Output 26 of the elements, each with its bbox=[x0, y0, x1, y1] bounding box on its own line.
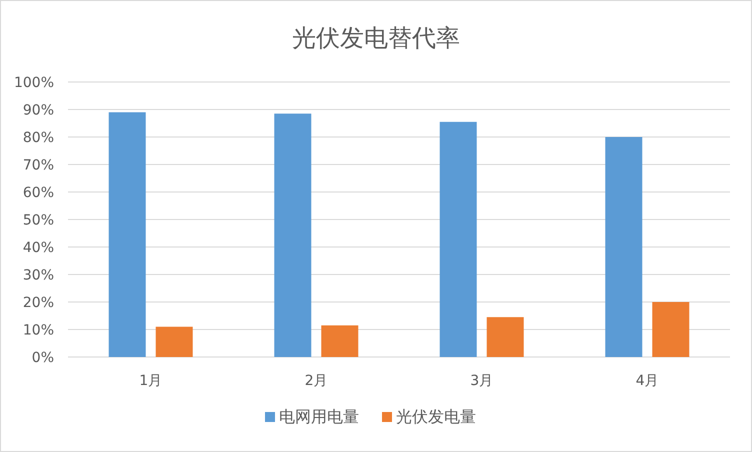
y-tick-label: 90% bbox=[22, 102, 54, 118]
legend-label: 电网用电量 bbox=[279, 407, 359, 426]
bar bbox=[486, 317, 524, 357]
bar bbox=[156, 326, 193, 357]
y-tick-label: 100% bbox=[14, 75, 54, 91]
y-tick-label: 80% bbox=[22, 130, 54, 146]
bar bbox=[108, 112, 146, 357]
bar bbox=[274, 114, 312, 357]
bar bbox=[652, 302, 690, 357]
chart-title: 光伏发电替代率 bbox=[292, 24, 460, 52]
legend-label: 光伏发电量 bbox=[396, 407, 476, 426]
bar bbox=[440, 122, 477, 357]
y-tick-label: 40% bbox=[22, 240, 54, 256]
y-tick-label: 60% bbox=[22, 185, 54, 201]
y-tick-label: 20% bbox=[22, 295, 54, 311]
x-tick-label: 3月 bbox=[470, 373, 494, 389]
bar bbox=[605, 137, 642, 357]
y-tick-label: 50% bbox=[22, 212, 54, 228]
x-tick-label: 4月 bbox=[636, 373, 659, 389]
x-tick-label: 2月 bbox=[304, 373, 328, 389]
y-tick-label: 70% bbox=[22, 158, 54, 174]
y-tick-label: 0% bbox=[32, 350, 54, 366]
y-tick-label: 10% bbox=[22, 322, 54, 338]
y-tick-label: 30% bbox=[22, 268, 54, 284]
x-tick-label: 1月 bbox=[139, 373, 162, 389]
bar bbox=[321, 325, 358, 357]
